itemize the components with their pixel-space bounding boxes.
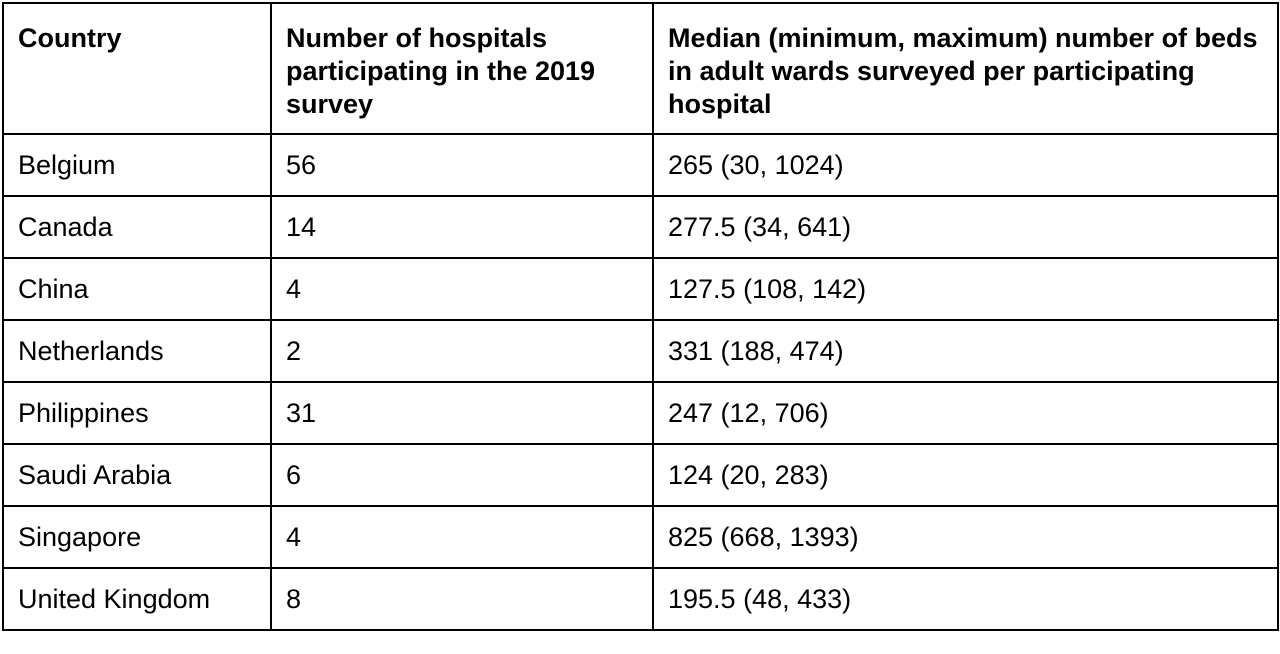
median-beds-cell: 331 (188, 474) bbox=[652, 319, 1279, 383]
header-country: Country bbox=[2, 2, 272, 135]
hospitals-count-cell: 14 bbox=[270, 195, 654, 259]
country-cell: Singapore bbox=[2, 505, 272, 569]
median-beds-cell: 127.5 (108, 142) bbox=[652, 257, 1279, 321]
median-beds-cell: 195.5 (48, 433) bbox=[652, 567, 1279, 631]
country-cell: Belgium bbox=[2, 133, 272, 197]
table-row: United Kingdom 8 195.5 (48, 433) bbox=[2, 567, 1279, 631]
median-beds-cell: 247 (12, 706) bbox=[652, 381, 1279, 445]
table-row: Philippines 31 247 (12, 706) bbox=[2, 381, 1279, 445]
table-row: Canada 14 277.5 (34, 641) bbox=[2, 195, 1279, 259]
table-row: China 4 127.5 (108, 142) bbox=[2, 257, 1279, 321]
country-cell: Saudi Arabia bbox=[2, 443, 272, 507]
country-cell: Netherlands bbox=[2, 319, 272, 383]
country-cell: Philippines bbox=[2, 381, 272, 445]
median-beds-cell: 825 (668, 1393) bbox=[652, 505, 1279, 569]
median-beds-cell: 124 (20, 283) bbox=[652, 443, 1279, 507]
hospitals-count-cell: 4 bbox=[270, 505, 654, 569]
header-hospitals-count: Number of hospitals participating in the… bbox=[270, 2, 654, 135]
median-beds-cell: 265 (30, 1024) bbox=[652, 133, 1279, 197]
hospitals-count-cell: 31 bbox=[270, 381, 654, 445]
country-cell: United Kingdom bbox=[2, 567, 272, 631]
hospitals-count-cell: 4 bbox=[270, 257, 654, 321]
table-row: Belgium 56 265 (30, 1024) bbox=[2, 133, 1279, 197]
table-row: Singapore 4 825 (668, 1393) bbox=[2, 505, 1279, 569]
header-median-beds: Median (minimum, maximum) number of beds… bbox=[652, 2, 1279, 135]
country-cell: Canada bbox=[2, 195, 272, 259]
hospitals-count-cell: 56 bbox=[270, 133, 654, 197]
hospitals-count-cell: 8 bbox=[270, 567, 654, 631]
country-cell: China bbox=[2, 257, 272, 321]
table-row: Netherlands 2 331 (188, 474) bbox=[2, 319, 1279, 383]
hospitals-count-cell: 2 bbox=[270, 319, 654, 383]
hospitals-count-cell: 6 bbox=[270, 443, 654, 507]
table-header-row: Country Number of hospitals participatin… bbox=[2, 2, 1279, 135]
median-beds-cell: 277.5 (34, 641) bbox=[652, 195, 1279, 259]
table-row: Saudi Arabia 6 124 (20, 283) bbox=[2, 443, 1279, 507]
hospital-survey-table: Country Number of hospitals participatin… bbox=[2, 2, 1279, 631]
